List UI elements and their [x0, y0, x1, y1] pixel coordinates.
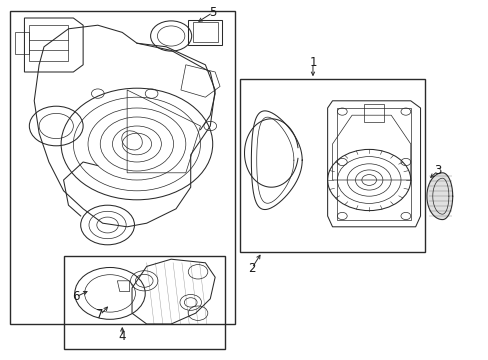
Text: 6: 6	[72, 291, 80, 303]
Bar	[15, 32, 29, 54]
Text: 1: 1	[308, 57, 316, 69]
Bar	[337, 108, 410, 220]
Text: 5: 5	[208, 6, 216, 19]
Bar	[29, 25, 68, 61]
Bar	[239, 79, 425, 252]
Bar	[63, 256, 224, 349]
Text: 2: 2	[247, 262, 255, 275]
Polygon shape	[426, 173, 452, 220]
Text: 4: 4	[118, 330, 126, 343]
Text: 3: 3	[433, 165, 441, 177]
Bar	[364, 104, 383, 122]
Bar	[10, 11, 234, 324]
Text: 7: 7	[96, 309, 104, 321]
